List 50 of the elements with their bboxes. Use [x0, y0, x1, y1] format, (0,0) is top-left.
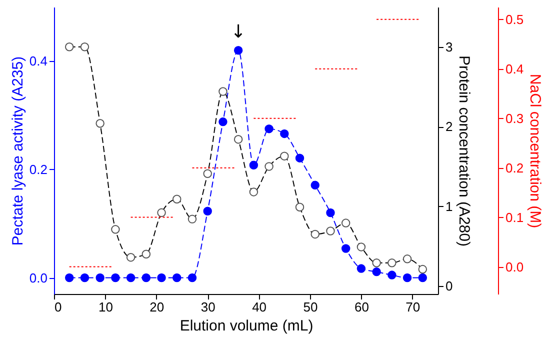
y2-tick-label: 3 — [446, 39, 453, 54]
point — [157, 273, 166, 282]
point — [234, 46, 243, 55]
point — [126, 273, 136, 282]
y-tick-label: 0.2 — [29, 162, 48, 177]
point — [111, 273, 120, 282]
point — [356, 264, 366, 273]
x-tick-label: 70 — [406, 300, 420, 314]
point — [341, 244, 350, 253]
annotation: ↓ — [230, 21, 246, 42]
point — [372, 267, 381, 276]
x-axis-title: Elution volume (mL) — [180, 318, 314, 334]
point — [310, 180, 320, 190]
y3-axis-title: NaCl concentration (M) — [526, 74, 544, 228]
y-tick-label: 0.0 — [29, 270, 48, 286]
point — [326, 208, 335, 218]
y2-axis-title: Protein concentration (A280) — [456, 56, 473, 246]
point — [80, 273, 90, 282]
y3-tick-label: 0.4 — [506, 61, 524, 76]
point — [203, 206, 212, 216]
y-tick-label: 0.4 — [29, 54, 48, 69]
y3-tick-label: 0.1 — [506, 210, 524, 225]
x-tick-label: 10 — [98, 300, 113, 314]
point — [64, 273, 74, 282]
y2-tick-label: 2 — [446, 119, 453, 134]
x-tick-label: 50 — [303, 300, 318, 314]
point — [264, 124, 274, 134]
point — [388, 270, 396, 280]
point — [188, 273, 197, 282]
y3-tick-label: 0.0 — [506, 259, 524, 274]
y3-tick-label: 0.5 — [506, 12, 524, 27]
x-tick-label: 20 — [150, 300, 164, 314]
point — [402, 273, 412, 282]
point — [418, 273, 428, 282]
point — [172, 273, 182, 282]
y2-tick-label: 1 — [446, 198, 453, 214]
point — [218, 117, 228, 126]
y-axis-title: Pectate lyase activity (A235) — [9, 56, 26, 246]
y2-tick-label: 0 — [446, 278, 453, 294]
point — [142, 273, 151, 282]
x-tick-label: 60 — [354, 300, 369, 314]
point — [96, 273, 104, 282]
y3-tick-label: 0.3 — [506, 110, 524, 126]
point — [249, 160, 258, 170]
y3-tick-label: 0.2 — [506, 160, 524, 176]
x-tick-label: 0 — [54, 300, 62, 314]
point — [280, 129, 289, 138]
x-tick-label: 40 — [252, 300, 267, 314]
point — [295, 154, 304, 162]
x-tick-label: 30 — [200, 300, 216, 314]
